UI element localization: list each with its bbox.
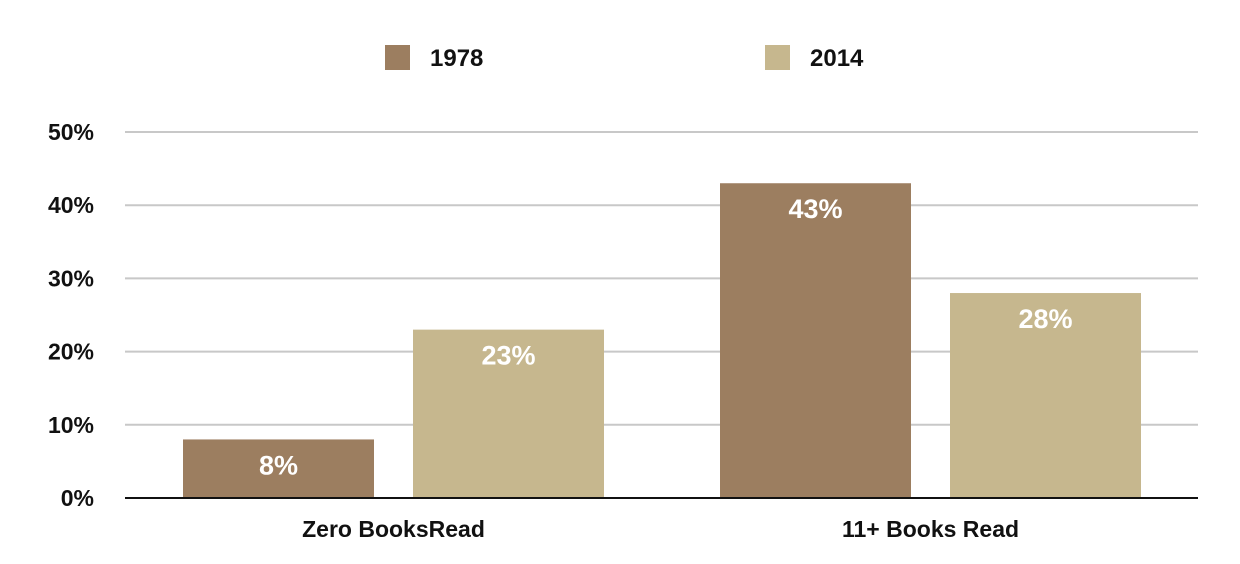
bar-1978-0 — [183, 439, 374, 498]
bar-1978-1 — [720, 183, 911, 499]
bar-2014-0 — [413, 329, 604, 498]
y-axis-ticks: 0% 10% 20% 30% 40% 50% — [48, 119, 94, 511]
legend-swatch — [385, 45, 410, 70]
data-label: 23% — [481, 341, 535, 371]
data-label: 28% — [1018, 304, 1072, 334]
data-label: 8% — [259, 450, 298, 480]
y-tick-label: 10% — [48, 412, 94, 438]
x-category-label: 11+ Books Read — [842, 516, 1019, 542]
y-tick-label: 40% — [48, 192, 94, 218]
x-axis-labels: Zero BooksRead 11+ Books Read — [302, 516, 1019, 542]
bars: 8% 23% 43% 28% — [183, 183, 1141, 499]
y-tick-label: 30% — [48, 265, 94, 291]
y-tick-label: 50% — [48, 119, 94, 145]
bar-2014-1 — [950, 293, 1141, 498]
legend-swatch — [765, 45, 790, 70]
data-label: 43% — [788, 194, 842, 224]
x-category-label: Zero BooksRead — [302, 516, 485, 542]
y-tick-label: 20% — [48, 339, 94, 365]
legend-label: 2014 — [810, 45, 864, 72]
y-tick-label: 0% — [61, 485, 94, 511]
legend-label: 1978 — [430, 45, 483, 72]
legend: 1978 2014 — [385, 45, 864, 72]
